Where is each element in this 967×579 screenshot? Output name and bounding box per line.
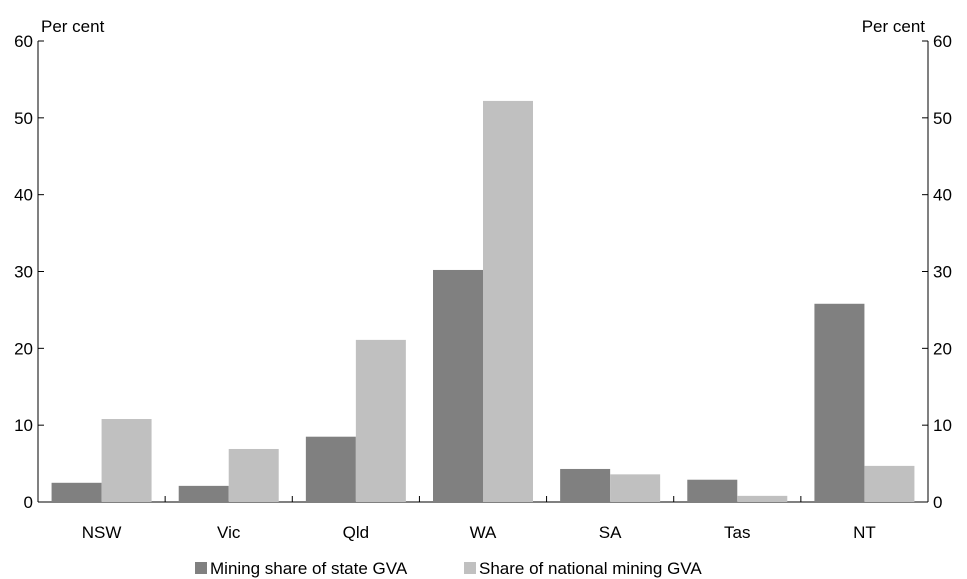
right-y-tick-label: 0 bbox=[933, 493, 942, 512]
bar-sa-series-1 bbox=[560, 468, 611, 502]
left-y-tick-label: 40 bbox=[14, 186, 33, 205]
x-tick-label-sa: SA bbox=[599, 523, 622, 542]
right-y-tick-label: 50 bbox=[933, 109, 952, 128]
left-y-tick-label: 10 bbox=[14, 416, 33, 435]
bar-wa-series-2 bbox=[483, 100, 533, 503]
bar-vic-series-1 bbox=[178, 485, 229, 502]
x-tick-labels: NSW Vic Qld WA SA Tas NT bbox=[82, 523, 876, 542]
bar-qld-series-1 bbox=[305, 436, 356, 502]
x-ticks bbox=[164, 496, 802, 502]
bar-tas-series-1 bbox=[687, 479, 738, 502]
right-y-tick-label: 10 bbox=[933, 416, 952, 435]
bar-wa-series-1 bbox=[433, 269, 483, 502]
right-y-axis-label: Per cent bbox=[862, 17, 926, 36]
left-y-axis-label: Per cent bbox=[41, 17, 105, 36]
x-tick-label-vic: Vic bbox=[217, 523, 241, 542]
legend-label-national-share: Share of national mining GVA bbox=[479, 559, 702, 578]
left-y-ticks: 0 10 20 30 40 50 60 bbox=[14, 32, 44, 512]
left-y-tick-label: 0 bbox=[24, 493, 33, 512]
left-y-tick-label: 30 bbox=[14, 263, 33, 282]
bar-sa-series-2 bbox=[610, 474, 661, 502]
right-y-tick-label: 20 bbox=[933, 339, 952, 358]
left-y-tick-label: 50 bbox=[14, 109, 33, 128]
legend: Mining share of state GVA Share of natio… bbox=[195, 559, 702, 578]
legend-label-mining-share: Mining share of state GVA bbox=[210, 559, 408, 578]
left-y-tick-label: 60 bbox=[14, 32, 33, 51]
legend-swatch-mining-share bbox=[195, 562, 207, 574]
x-tick-label-nsw: NSW bbox=[82, 523, 122, 542]
bar-tas-series-2 bbox=[737, 495, 788, 502]
x-tick-label-qld: Qld bbox=[343, 523, 369, 542]
right-y-tick-label: 60 bbox=[933, 32, 952, 51]
bar-qld-series-2 bbox=[355, 339, 406, 502]
bar-nt-series-1 bbox=[814, 303, 865, 502]
left-y-tick-label: 20 bbox=[14, 339, 33, 358]
x-tick-label-wa: WA bbox=[470, 523, 497, 542]
legend-swatch-national-share bbox=[464, 562, 476, 574]
bar-vic-series-2 bbox=[228, 448, 279, 502]
x-tick-label-nt: NT bbox=[853, 523, 876, 542]
bar-nsw-series-2 bbox=[101, 419, 152, 502]
right-y-tick-label: 40 bbox=[933, 186, 952, 205]
right-y-tick-label: 30 bbox=[933, 263, 952, 282]
bars bbox=[51, 100, 915, 503]
bar-nt-series-2 bbox=[864, 465, 915, 502]
x-tick-label-tas: Tas bbox=[724, 523, 750, 542]
bar-nsw-series-1 bbox=[51, 482, 102, 502]
right-y-ticks: 0 10 20 30 40 50 60 bbox=[922, 32, 952, 512]
